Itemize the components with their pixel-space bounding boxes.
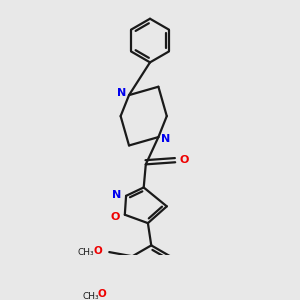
Text: N: N	[117, 88, 126, 98]
Text: O: O	[111, 212, 120, 222]
Text: O: O	[180, 155, 189, 165]
Text: CH₃: CH₃	[82, 292, 99, 300]
Text: N: N	[112, 190, 122, 200]
Text: N: N	[161, 134, 171, 144]
Text: O: O	[97, 289, 106, 299]
Text: CH₃: CH₃	[78, 248, 94, 256]
Text: O: O	[93, 246, 102, 256]
